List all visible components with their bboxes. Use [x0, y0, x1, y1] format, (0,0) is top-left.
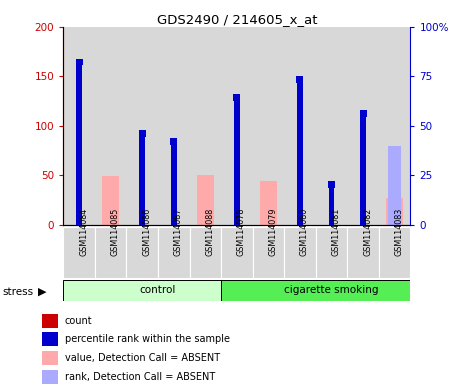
Bar: [221, 227, 253, 278]
Bar: [127, 27, 158, 225]
Bar: [360, 110, 366, 225]
Bar: [316, 27, 347, 225]
Bar: [95, 227, 127, 278]
Bar: [386, 198, 403, 225]
Bar: [329, 210, 334, 225]
Text: GSM114085: GSM114085: [111, 208, 120, 256]
Text: GSM114081: GSM114081: [332, 208, 340, 256]
Bar: [95, 27, 127, 225]
Bar: [171, 137, 177, 225]
Text: GSM114082: GSM114082: [363, 208, 372, 256]
Bar: [42, 351, 58, 365]
Bar: [253, 27, 284, 225]
Bar: [102, 176, 119, 225]
Text: GSM114088: GSM114088: [205, 208, 214, 256]
Bar: [63, 227, 95, 278]
Bar: [76, 58, 83, 65]
Text: percentile rank within the sample: percentile rank within the sample: [65, 334, 230, 344]
Text: rank, Detection Call = ABSENT: rank, Detection Call = ABSENT: [65, 372, 215, 382]
Bar: [76, 60, 82, 225]
Bar: [347, 27, 379, 225]
Bar: [297, 76, 303, 225]
Bar: [139, 130, 146, 137]
Bar: [347, 227, 379, 278]
Bar: [328, 181, 335, 188]
Bar: [158, 27, 189, 225]
Text: GSM114083: GSM114083: [394, 208, 404, 256]
Bar: [63, 27, 95, 225]
Title: GDS2490 / 214605_x_at: GDS2490 / 214605_x_at: [157, 13, 317, 26]
Text: GSM114079: GSM114079: [268, 207, 277, 256]
Bar: [379, 27, 410, 225]
Bar: [139, 130, 145, 225]
Bar: [379, 227, 410, 278]
Bar: [296, 76, 303, 83]
Bar: [170, 137, 177, 144]
Bar: [234, 94, 240, 101]
Bar: [360, 151, 366, 225]
Bar: [197, 175, 214, 225]
Bar: [234, 114, 240, 225]
Text: stress: stress: [2, 287, 33, 297]
Bar: [360, 110, 366, 117]
Bar: [234, 94, 240, 225]
Bar: [158, 227, 189, 278]
Text: control: control: [140, 285, 176, 295]
Bar: [260, 181, 277, 225]
Text: GSM114078: GSM114078: [237, 208, 246, 256]
Bar: [297, 96, 303, 225]
Text: ▶: ▶: [38, 287, 47, 297]
Bar: [42, 332, 58, 346]
Text: value, Detection Call = ABSENT: value, Detection Call = ABSENT: [65, 353, 220, 363]
Bar: [316, 227, 347, 278]
Bar: [76, 58, 82, 225]
Bar: [253, 227, 284, 278]
Text: GSM114080: GSM114080: [300, 208, 309, 256]
Bar: [189, 227, 221, 278]
Bar: [284, 227, 316, 278]
Bar: [42, 370, 58, 384]
Text: GSM114086: GSM114086: [142, 208, 151, 256]
Bar: [189, 27, 221, 225]
Bar: [42, 314, 58, 328]
Text: GSM114087: GSM114087: [174, 208, 183, 256]
Bar: [221, 280, 410, 301]
Bar: [171, 179, 177, 225]
Bar: [221, 27, 253, 225]
Text: cigarette smoking: cigarette smoking: [284, 285, 379, 295]
Text: GSM114084: GSM114084: [79, 208, 88, 256]
Bar: [329, 181, 334, 225]
Bar: [63, 280, 221, 301]
Bar: [127, 227, 158, 278]
Text: count: count: [65, 316, 92, 326]
Bar: [284, 27, 316, 225]
Bar: [388, 146, 401, 225]
Bar: [139, 177, 145, 225]
